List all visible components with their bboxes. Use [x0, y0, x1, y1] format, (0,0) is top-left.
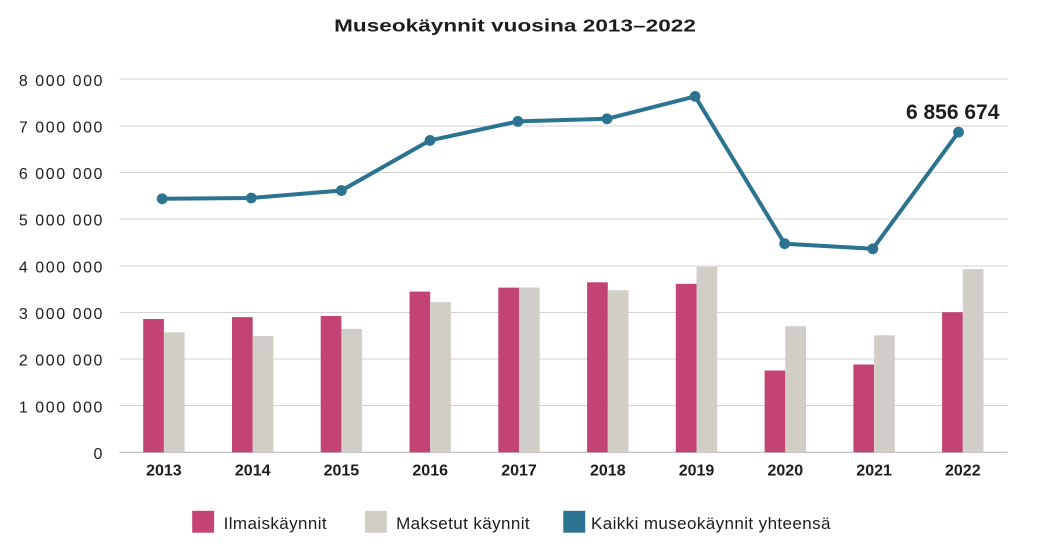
- svg-text:2013: 2013: [146, 462, 182, 479]
- svg-text:5 000 000: 5 000 000: [19, 213, 104, 230]
- svg-text:2017: 2017: [501, 462, 537, 479]
- svg-text:2015: 2015: [324, 462, 360, 479]
- svg-text:Maksetut käynnit: Maksetut käynnit: [396, 514, 530, 533]
- svg-text:2 000 000: 2 000 000: [19, 353, 104, 370]
- svg-text:0: 0: [94, 446, 104, 463]
- svg-text:7 000 000: 7 000 000: [19, 119, 104, 136]
- svg-text:2014: 2014: [235, 462, 271, 479]
- svg-text:2016: 2016: [412, 462, 448, 479]
- svg-text:2018: 2018: [590, 462, 626, 479]
- svg-text:6 000 000: 6 000 000: [19, 166, 104, 183]
- svg-text:Museokäynnit vuosina 2013–2022: Museokäynnit vuosina 2013–2022: [334, 17, 696, 36]
- svg-text:2021: 2021: [856, 462, 892, 479]
- svg-text:4 000 000: 4 000 000: [19, 259, 104, 276]
- svg-text:2019: 2019: [679, 462, 715, 479]
- svg-text:1 000 000: 1 000 000: [19, 399, 104, 416]
- svg-text:8 000 000: 8 000 000: [19, 73, 104, 90]
- svg-text:2020: 2020: [768, 462, 804, 479]
- svg-text:2022: 2022: [945, 462, 981, 479]
- svg-text:6 856 674: 6 856 674: [906, 101, 1000, 124]
- svg-text:Kaikki museokäynnit yhteensä: Kaikki museokäynnit yhteensä: [591, 514, 831, 533]
- svg-text:Ilmaiskäynnit: Ilmaiskäynnit: [224, 514, 327, 533]
- svg-text:3 000 000: 3 000 000: [19, 306, 104, 323]
